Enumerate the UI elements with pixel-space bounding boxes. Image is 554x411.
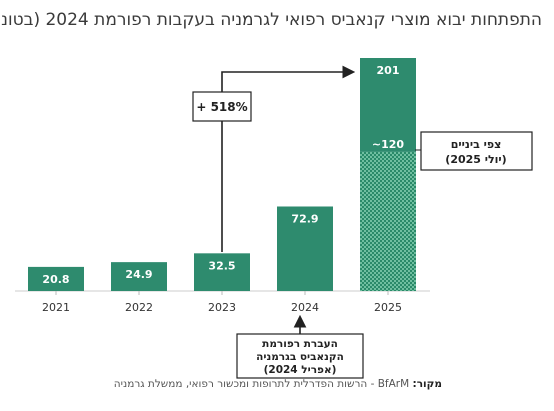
bar-2021 bbox=[28, 266, 84, 291]
source-label: מקור: bbox=[412, 378, 442, 390]
source-text: BfArM - הרשות הפדרלית לתרופות ומכשור רפו… bbox=[113, 378, 410, 390]
interim-box-line2: (יולי 2025) bbox=[445, 153, 506, 166]
value-label-2023: 32.5 bbox=[208, 259, 235, 272]
growth-arrow bbox=[221, 65, 356, 252]
growth-box bbox=[192, 91, 252, 122]
bar-2023 bbox=[194, 253, 250, 291]
x-tick-label-2022: 2022 bbox=[125, 301, 153, 314]
interim-box-line1: צפי ביניים bbox=[451, 138, 502, 151]
reform-line2: הקנאביס בגרמניה bbox=[256, 351, 344, 363]
x-tick-label-2021: 2021 bbox=[42, 301, 70, 314]
bar-2025 bbox=[360, 58, 416, 152]
reform-box bbox=[236, 333, 364, 379]
bar-2022 bbox=[111, 262, 167, 291]
value-label-2024: 72.9 bbox=[291, 212, 318, 225]
interim-value-label: ~120 bbox=[372, 138, 405, 151]
reform-line1: העברת רפורמת bbox=[262, 338, 338, 350]
x-tick-label-2025: 2025 bbox=[374, 301, 402, 314]
bar-2025-interim bbox=[360, 151, 416, 291]
x-tick-label-2023: 2023 bbox=[208, 301, 236, 314]
reform-line3: (אפריל 2024) bbox=[264, 364, 337, 376]
bar-2024 bbox=[277, 206, 333, 291]
interim-box bbox=[420, 131, 533, 171]
value-label-2022: 24.9 bbox=[125, 268, 152, 281]
growth-label: + 518% bbox=[196, 100, 247, 114]
value-label-2021: 20.8 bbox=[42, 273, 69, 286]
source-note: מקור: BfArM - הרשות הפדרלית לתרופות ומכש… bbox=[114, 378, 442, 390]
chart-title: התפתחות יבוא מוצרי קנאביס רפואי לגרמניה … bbox=[0, 10, 542, 30]
value-label-2025: 201 bbox=[377, 64, 400, 77]
x-tick-label-2024: 2024 bbox=[291, 301, 319, 314]
